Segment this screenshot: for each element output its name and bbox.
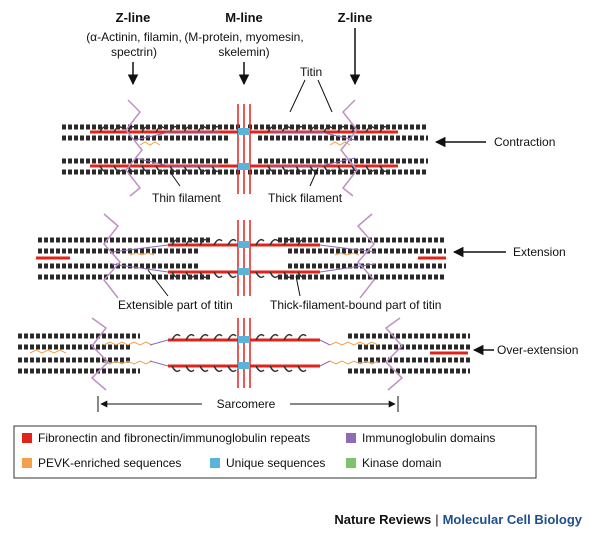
legend: Fibronectin and fibronectin/immunoglobul…	[13, 425, 537, 479]
thin-filament-leader	[169, 171, 181, 187]
legend-swatch-fibronectin	[22, 433, 32, 443]
legend-swatch-immunoglobulin	[346, 433, 356, 443]
credit-line: Nature Reviews | Molecular Cell Biology	[334, 512, 582, 527]
m-line-proteins-1: (M-protein, myomesin,	[184, 30, 303, 44]
m-line-proteins-2: skelemin)	[218, 45, 269, 59]
legend-swatch-unique	[210, 458, 220, 468]
titin-leader-1	[289, 79, 306, 113]
thick-filament-leader	[309, 167, 319, 187]
titin-leader-2	[317, 79, 333, 113]
thick-bound-part-label: Thick-filament-bound part of titin	[270, 298, 441, 312]
z-line-left-proteins-1: (α-Actinin, filamin,	[86, 30, 182, 44]
sarcomere-label: Sarcomere	[217, 397, 276, 411]
legend-label-kinase: Kinase domain	[362, 456, 441, 470]
legend-swatch-kinase	[346, 458, 356, 468]
legend-swatch-pevk	[22, 458, 32, 468]
publisher-name: Nature Reviews	[334, 512, 432, 527]
legend-box	[13, 425, 537, 479]
legend-label-fibronectin: Fibronectin and fibronectin/immunoglobul…	[38, 431, 310, 445]
extensible-part-leader	[147, 269, 169, 297]
over-extension-label: Over-extension	[497, 343, 578, 357]
z-line-right-header: Z-line	[338, 10, 373, 25]
legend-label-immunoglobulin: Immunoglobulin domains	[362, 431, 495, 445]
sarcomere-extension	[36, 213, 446, 299]
extension-label: Extension	[513, 245, 566, 259]
sarcomere-contraction	[62, 99, 428, 197]
z-line-left-proteins-2: spectrin)	[111, 45, 157, 59]
legend-label-pevk: PEVK-enriched sequences	[38, 456, 181, 470]
journal-name: Molecular Cell Biology	[442, 512, 582, 527]
sarcomere-over-extension	[18, 317, 470, 391]
titin-label: Titin	[300, 65, 322, 79]
thin-filament-label: Thin filament	[152, 191, 221, 205]
contraction-label: Contraction	[494, 135, 555, 149]
thick-filament-label: Thick filament	[268, 191, 343, 205]
credit-separator: |	[435, 512, 439, 527]
z-line-left-header: Z-line	[116, 10, 151, 25]
legend-label-unique: Unique sequences	[226, 456, 325, 470]
extensible-part-label: Extensible part of titin	[118, 298, 233, 312]
m-line-header: M-line	[225, 10, 263, 25]
thick-bound-part-leader	[295, 275, 301, 297]
